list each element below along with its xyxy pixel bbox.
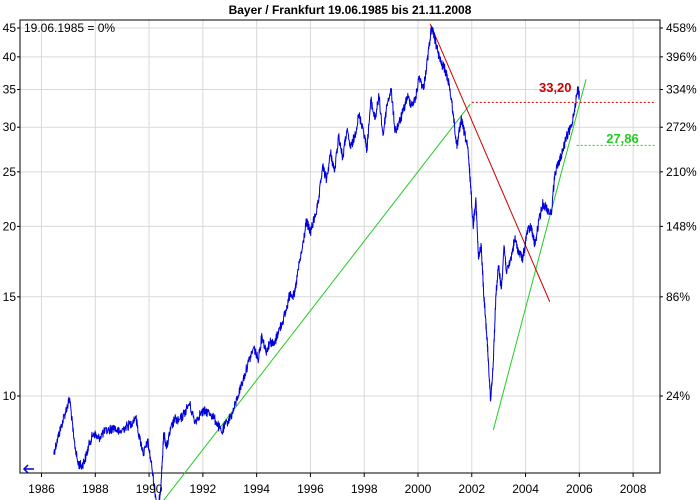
price-series bbox=[53, 25, 580, 500]
y-tick-label-right: 86% bbox=[666, 290, 690, 304]
y-tick-label-right: 458% bbox=[666, 21, 697, 35]
x-axis: 1986 1988 1990 1992 1994 1996 1998 2000 2002 2004… bbox=[28, 473, 647, 496]
y-tick-label-right: 24% bbox=[666, 389, 690, 403]
x-tick-label: 2002 bbox=[458, 482, 485, 496]
x-tick-label: 2008 bbox=[620, 482, 647, 496]
series-line bbox=[53, 25, 580, 500]
y-tick-label-left: 15 bbox=[3, 290, 17, 304]
y-axis-right: 24% 86% 148% 210% 272% 334% 396% 458% bbox=[660, 21, 697, 403]
chart-title: Bayer / Frankfurt 19.06.1985 bis 21.11.2… bbox=[229, 3, 472, 17]
y-tick-label-right: 148% bbox=[666, 219, 697, 233]
y-tick-label-right: 272% bbox=[666, 120, 697, 134]
x-tick-label: 2006 bbox=[566, 482, 593, 496]
x-tick-label: 1996 bbox=[297, 482, 324, 496]
base-date-note: 19.06.1985 = 0% bbox=[24, 21, 115, 35]
y-tick-label-left: 10 bbox=[3, 389, 17, 403]
plot-frame bbox=[19, 19, 661, 474]
trendlines bbox=[163, 23, 587, 500]
y-tick-label-left: 35 bbox=[3, 83, 17, 97]
y-tick-label-left: 25 bbox=[3, 165, 17, 179]
y-tick-label-left: 30 bbox=[3, 120, 17, 134]
trendline-1 bbox=[492, 79, 587, 431]
level-label: 27,86 bbox=[606, 131, 639, 146]
annotations: 33,20 27,86 bbox=[471, 80, 656, 146]
x-tick-label: 2000 bbox=[405, 482, 432, 496]
x-tick-label: 1998 bbox=[351, 482, 378, 496]
x-tick-label: 2004 bbox=[512, 482, 539, 496]
trendline-0 bbox=[163, 103, 471, 500]
x-tick-label: 1992 bbox=[190, 482, 217, 496]
x-tick-label: 1986 bbox=[28, 482, 55, 496]
y-tick-label-right: 334% bbox=[666, 83, 697, 97]
y-tick-label-left: 45 bbox=[3, 21, 17, 35]
y-tick-label-left: 20 bbox=[3, 219, 17, 233]
y-tick-label-left: 40 bbox=[3, 50, 17, 64]
y-axis-left: 10 15 20 25 30 35 40 45 bbox=[3, 21, 20, 403]
y-tick-label-right: 396% bbox=[666, 50, 697, 64]
scroll-arrow-icon[interactable] bbox=[22, 464, 34, 474]
level-label: 33,20 bbox=[539, 80, 572, 95]
trendline-2 bbox=[429, 23, 551, 302]
x-tick-label: 1988 bbox=[82, 482, 109, 496]
x-tick-label: 1994 bbox=[243, 482, 270, 496]
y-tick-label-right: 210% bbox=[666, 165, 697, 179]
x-tick-label: 1990 bbox=[136, 482, 163, 496]
